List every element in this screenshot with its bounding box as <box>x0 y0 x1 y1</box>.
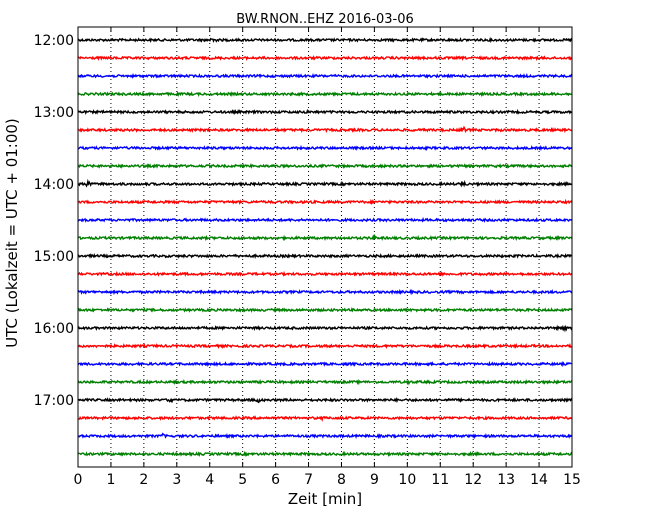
x-tick-label: 1 <box>106 472 115 488</box>
chart-title: BW.RNON..EHZ 2016-03-06 <box>236 12 414 27</box>
x-tick-label: 3 <box>172 472 181 488</box>
x-tick-label: 0 <box>74 472 83 488</box>
y-tick-label: 12:00 <box>34 33 74 49</box>
y-tick-label: 13:00 <box>34 105 74 121</box>
x-tick-label: 12 <box>464 472 482 488</box>
x-tick-label: 9 <box>370 472 379 488</box>
trace-14:30 <box>77 216 573 223</box>
trace-17:00 <box>77 397 573 404</box>
x-tick-label: 10 <box>398 472 416 488</box>
trace-15:00 <box>77 253 573 260</box>
y-tick-label: 15:00 <box>34 249 74 265</box>
trace-14:00 <box>77 178 573 188</box>
trace-12:15 <box>77 54 573 62</box>
trace-17:45 <box>77 450 573 458</box>
x-tick-label: 4 <box>205 472 214 488</box>
x-tick-label: 15 <box>563 472 581 488</box>
trace-12:30 <box>77 72 573 79</box>
x-tick-label: 11 <box>431 472 449 488</box>
trace-15:30 <box>77 288 573 296</box>
grid-lines <box>110 27 540 467</box>
trace-16:30 <box>77 360 572 368</box>
trace-16:45 <box>77 378 573 386</box>
y-axis-ticks: 12:00 13:00 14:00 15:00 16:00 17:00 <box>34 33 572 409</box>
trace-16:15 <box>77 342 573 350</box>
trace-12:45 <box>77 90 573 98</box>
y-tick-label: 17:00 <box>34 393 74 409</box>
x-tick-label: 5 <box>238 472 247 488</box>
x-tick-label: 6 <box>271 472 280 488</box>
x-tick-label: 13 <box>497 472 515 488</box>
trace-12:00 <box>77 36 573 44</box>
trace-group <box>77 36 573 458</box>
trace-15:15 <box>78 270 573 278</box>
trace-13:45 <box>77 162 573 170</box>
x-axis-label: Zeit [min] <box>288 490 362 508</box>
trace-14:45 <box>77 234 573 242</box>
trace-15:45 <box>77 306 573 313</box>
x-axis-ticks: 0 1 2 3 4 5 6 7 8 9 10 11 12 13 14 15 <box>74 27 581 488</box>
trace-14:15 <box>77 198 573 206</box>
trace-16:00 <box>77 324 573 333</box>
trace-13:30 <box>77 144 573 152</box>
trace-13:15 <box>77 125 573 134</box>
y-axis-label: UTC (Lokalzeit = UTC + 01:00) <box>3 118 21 348</box>
x-tick-label: 8 <box>337 472 346 488</box>
plot-frame <box>77 26 573 468</box>
trace-17:15 <box>77 415 573 422</box>
y-tick-label: 14:00 <box>34 177 74 193</box>
trace-13:00 <box>77 108 573 116</box>
y-tick-label: 16:00 <box>34 321 74 337</box>
x-tick-label: 7 <box>304 472 313 488</box>
x-tick-label: 2 <box>139 472 148 488</box>
x-tick-label: 14 <box>530 472 548 488</box>
trace-17:30 <box>77 432 573 440</box>
